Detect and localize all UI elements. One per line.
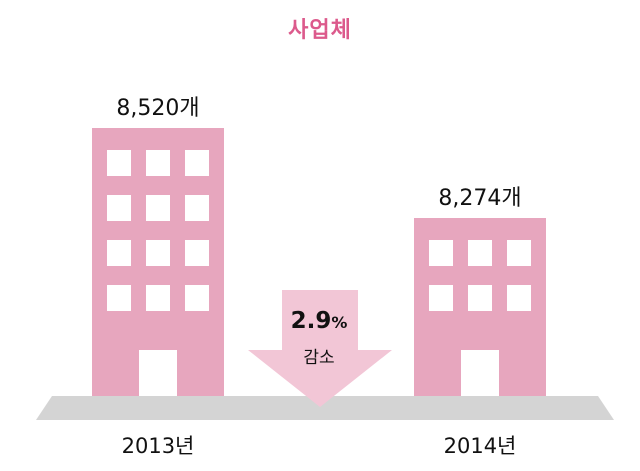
building-window — [185, 195, 209, 221]
building-window — [507, 240, 531, 266]
building-window — [146, 150, 170, 176]
change-direction: 감소 — [303, 348, 335, 368]
value-label-2013: 8,520개 — [116, 96, 200, 121]
year-label-2013: 2013년 — [121, 434, 195, 458]
value-label-2014: 8,274개 — [438, 186, 522, 211]
building-window — [185, 285, 209, 311]
building-door — [139, 350, 177, 396]
building-window — [107, 240, 131, 266]
decrease-arrow — [248, 290, 392, 407]
chart-title: 사업체 — [288, 18, 352, 43]
building-window — [107, 150, 131, 176]
building-window — [429, 240, 453, 266]
change-percent: 2.9% — [254, 308, 384, 334]
building-window — [185, 150, 209, 176]
building-window — [468, 285, 492, 311]
building-window — [185, 240, 209, 266]
building-window — [146, 240, 170, 266]
change-percent-unit: % — [331, 313, 348, 332]
building-window — [429, 285, 453, 311]
change-percent-value: 2.9 — [290, 308, 332, 334]
building-window — [468, 240, 492, 266]
ground-strip — [36, 396, 614, 420]
building-window — [146, 195, 170, 221]
year-label-2014: 2014년 — [443, 434, 517, 458]
building-door — [461, 350, 499, 396]
building-window — [146, 285, 170, 311]
building-window — [107, 285, 131, 311]
building-window — [507, 285, 531, 311]
building-window — [107, 195, 131, 221]
